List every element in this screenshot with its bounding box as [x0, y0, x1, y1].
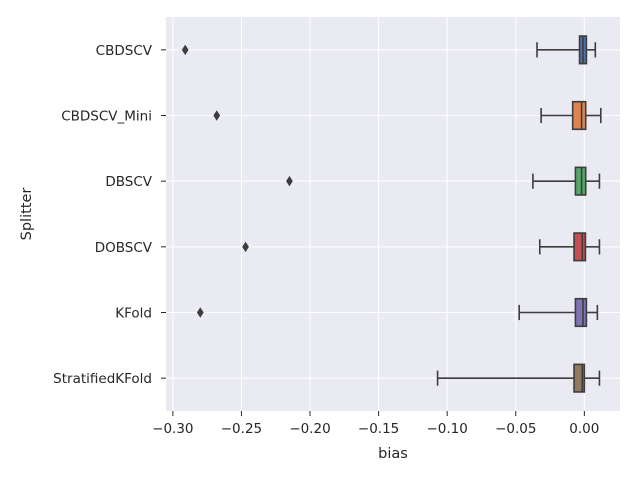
outlier-point: [181, 44, 189, 56]
x-tick-label: −0.10: [426, 421, 467, 437]
x-axis: −0.30 −0.25 −0.20 −0.15 −0.10 −0.05 0.00: [152, 411, 599, 437]
y-tick-label: DOBSCV: [95, 240, 153, 256]
y-tick-label: CBDSCV: [96, 43, 153, 59]
box-cbdscv-mini: [213, 100, 602, 131]
box-dbscv: [286, 166, 601, 196]
box-cbdscv: [181, 35, 597, 65]
plot-area: [166, 17, 620, 411]
x-axis-title: bias: [378, 446, 408, 462]
x-tick-label: 0.00: [569, 421, 599, 437]
y-axis: CBDSCV CBDSCV_Mini DBSCV DOBSCV KFold Stratif…: [53, 43, 166, 387]
box-iqr: [573, 363, 586, 393]
x-tick-label: −0.20: [289, 421, 330, 437]
outlier-point: [196, 307, 204, 318]
x-tick-label: −0.30: [152, 421, 193, 437]
outlier-point: [286, 175, 293, 187]
y-axis-title: Splitter: [19, 188, 35, 241]
outlier-point: [242, 241, 249, 253]
x-tick-label: −0.05: [495, 421, 536, 437]
box-iqr: [574, 166, 587, 196]
box-dobscv: [242, 232, 601, 262]
box-iqr: [574, 297, 588, 328]
outlier-point: [213, 110, 221, 121]
y-tick-label: KFold: [115, 306, 152, 322]
box-iqr: [571, 100, 587, 131]
y-tick-label: StratifiedKFold: [53, 371, 152, 387]
x-tick-label: −0.15: [358, 421, 399, 437]
box-series: [181, 35, 602, 393]
y-tick-label: CBDSCV_Mini: [61, 109, 152, 125]
x-tick-label: −0.25: [221, 421, 262, 437]
box-stratifiedkfold: [436, 363, 601, 393]
box-iqr: [573, 232, 587, 262]
box-kfold: [196, 297, 599, 328]
y-tick-label: DBSCV: [105, 174, 152, 190]
